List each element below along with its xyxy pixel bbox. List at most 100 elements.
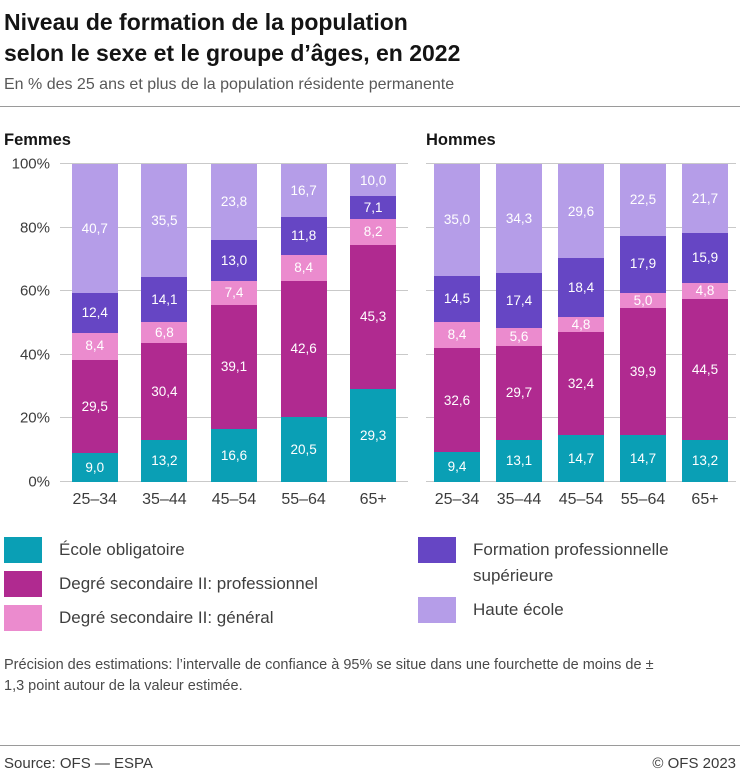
gridline xyxy=(426,163,736,164)
segment-value-label: 21,7 xyxy=(691,190,719,206)
segment-value-label: 5,0 xyxy=(633,292,653,308)
x-axis-label: 45–54 xyxy=(211,491,257,508)
segment-value-label: 10,0 xyxy=(360,172,387,188)
segment-value-label: 35,5 xyxy=(151,212,178,228)
bar-segment: 13,2 xyxy=(141,440,188,482)
bar-slot: 9,4 32,6 8,4 14,5 35,0 xyxy=(426,164,488,482)
bar-segment: 8,4 xyxy=(434,321,480,349)
segment-value-label: 13,1 xyxy=(505,453,533,469)
bar-segment: 13,0 xyxy=(210,240,257,282)
bar-segment: 34,3 xyxy=(496,163,542,273)
segment-value-label: 16,7 xyxy=(290,182,317,198)
bar-segment: 7,4 xyxy=(210,281,257,305)
bar-segment: 4,8 xyxy=(558,316,604,333)
segment-value-label: 8,4 xyxy=(447,327,467,343)
bar-segment: 29,7 xyxy=(496,346,542,441)
segment-value-label: 42,6 xyxy=(290,341,317,357)
bar-segment: 22,5 xyxy=(620,164,666,236)
stacked-bar-35–44: 13,2 30,4 6,8 14,1 35,5 xyxy=(141,164,188,482)
segment-value-label: 32,6 xyxy=(443,392,471,408)
y-tick-label: 80% xyxy=(19,219,50,237)
x-axis-label: 65+ xyxy=(359,491,387,508)
segment-value-label: 14,7 xyxy=(629,450,657,466)
x-axis-label: 55–64 xyxy=(620,491,666,508)
segment-value-label: 16,6 xyxy=(220,447,248,463)
segment-value-label: 15,9 xyxy=(691,250,719,266)
legend-label-formation-superieure: Formation professionnelle supérieure xyxy=(473,540,669,585)
bar-segment: 8,4 xyxy=(280,254,327,282)
segment-value-label: 13,2 xyxy=(151,453,178,469)
bars-group: 9,0 29,5 8,4 12,4 40,7 13,2 30,4 6,8 14,1 35,5 16,… xyxy=(60,164,408,482)
bar-segment: 35,0 xyxy=(434,164,480,276)
footer: Source: OFS — ESPA © OFS 2023 xyxy=(0,733,740,783)
segment-value-label: 17,4 xyxy=(505,292,533,308)
bar-segment: 29,3 xyxy=(350,388,397,482)
bar-segment: 9,0 xyxy=(71,453,118,482)
segment-value-label: 7,4 xyxy=(224,285,244,301)
legend-item-ecole-obligatoire: École obligatoire xyxy=(4,537,418,563)
bar-segment: 39,9 xyxy=(620,308,666,436)
segment-value-label: 4,8 xyxy=(695,283,715,299)
segment-value-label: 20,5 xyxy=(290,441,317,457)
bar-segment: 42,6 xyxy=(280,281,327,417)
segment-value-label: 44,5 xyxy=(691,361,719,377)
charts-area: Femmes 0% 20% 40% 60% 80% 100% 9,0 29,5 8,4 12,4… xyxy=(0,131,740,509)
segment-value-label: 29,3 xyxy=(360,427,387,443)
x-axis-label: 45–54 xyxy=(558,491,604,508)
segment-value-label: 18,4 xyxy=(567,279,595,295)
precision-note: Précision des estimations: l’intervalle … xyxy=(4,657,654,694)
segment-value-label: 14,5 xyxy=(443,290,471,306)
stacked-bar-55–64: 14,7 39,9 5,0 17,9 22,5 xyxy=(620,164,666,482)
legend-swatch-secondaire-general xyxy=(4,605,42,631)
segment-value-label: 32,4 xyxy=(567,376,595,391)
bar-segment: 45,3 xyxy=(350,244,397,389)
x-axis-label: 65+ xyxy=(691,491,719,508)
legend-item-secondaire-general: Degré secondaire II: général xyxy=(4,605,418,631)
legend-item-formation-superieure: Formation professionnelle supérieure xyxy=(418,537,740,589)
x-axis-label: 55–64 xyxy=(281,491,326,508)
stacked-bar-55–64: 20,5 42,6 8,4 11,8 16,7 xyxy=(280,164,327,482)
segment-value-label: 30,4 xyxy=(151,383,178,399)
stacked-bar-25–34: 9,0 29,5 8,4 12,4 40,7 xyxy=(71,164,118,482)
bar-segment: 32,4 xyxy=(558,332,604,436)
page-title-line1: Niveau de formation de la population xyxy=(4,9,408,35)
stacked-bar-45–54: 16,6 39,1 7,4 13,0 23,8 xyxy=(210,164,257,482)
segment-value-label: 11,8 xyxy=(290,228,317,244)
segment-value-label: 9,4 xyxy=(447,459,467,475)
legend-swatch-ecole-obligatoire xyxy=(4,537,42,563)
bar-segment: 7,1 xyxy=(350,196,397,219)
segment-value-label: 22,5 xyxy=(629,192,657,208)
bar-segment: 15,9 xyxy=(682,232,728,284)
x-axis-label: 25–34 xyxy=(434,491,480,508)
segment-value-label: 7,1 xyxy=(363,199,383,215)
x-axis-label: 35–44 xyxy=(496,491,542,508)
segment-value-label: 9,0 xyxy=(85,459,105,475)
gridline xyxy=(60,163,408,164)
segment-value-label: 4,8 xyxy=(571,316,591,332)
segment-value-label: 13,0 xyxy=(220,252,248,268)
segment-value-label: 6,8 xyxy=(155,324,174,340)
segment-value-label: 35,0 xyxy=(443,212,471,228)
legend-swatch-haute-ecole xyxy=(418,597,456,623)
source-text: Source: OFS — ESPA xyxy=(4,755,153,772)
y-tick-label: 100% xyxy=(11,155,50,173)
bars-group: 9,4 32,6 8,4 14,5 35,0 13,1 29,7 5,6 17,4 34,3 14,… xyxy=(426,163,736,482)
panel-title-femmes: Femmes xyxy=(4,131,71,149)
footer-divider xyxy=(0,745,740,746)
segment-value-label: 8,4 xyxy=(294,260,313,276)
bar-segment: 29,5 xyxy=(71,359,118,454)
bar-segment: 17,4 xyxy=(496,272,542,329)
segment-value-label: 29,7 xyxy=(505,385,533,401)
legend: École obligatoire Degré secondaire II: p… xyxy=(0,537,740,639)
header-divider xyxy=(0,106,740,107)
bar-segment: 11,8 xyxy=(280,217,327,255)
bar-slot: 13,2 30,4 6,8 14,1 35,5 xyxy=(130,164,200,482)
y-axis: 0% 20% 40% 60% 80% 100% xyxy=(4,156,60,491)
bar-segment: 10,0 xyxy=(350,164,397,197)
legend-item-secondaire-professionnel: Degré secondaire II: professionnel xyxy=(4,571,418,597)
plot-femmes: 9,0 29,5 8,4 12,4 40,7 13,2 30,4 6,8 14,1 35,5 16,… xyxy=(60,163,408,482)
y-tick-label: 0% xyxy=(28,473,50,491)
bar-segment: 20,5 xyxy=(280,416,327,482)
y-tick-label: 40% xyxy=(19,346,50,364)
legend-column-right: Formation professionnelle supérieure Hau… xyxy=(418,537,740,639)
